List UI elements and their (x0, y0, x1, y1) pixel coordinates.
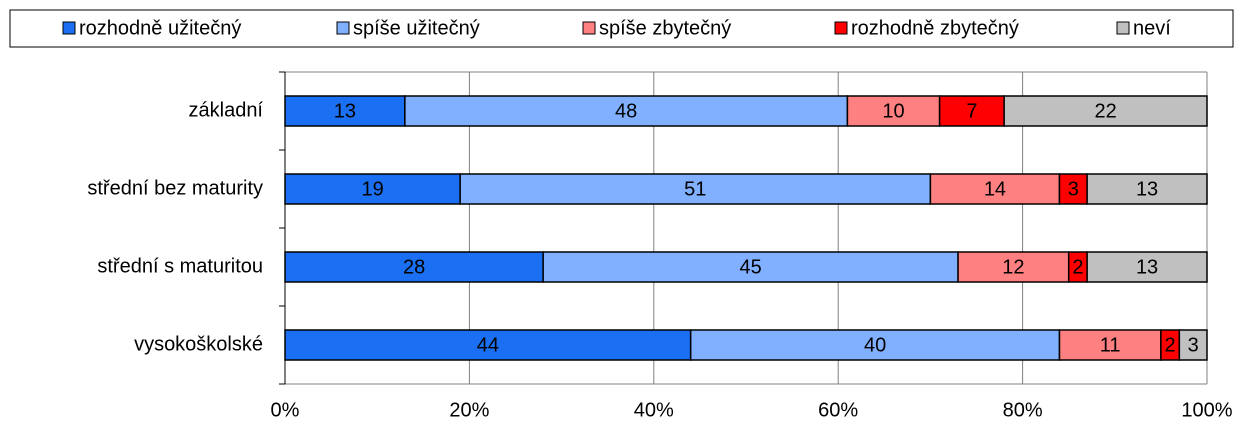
value-label: 2 (1165, 334, 1176, 356)
legend-swatch (582, 21, 596, 35)
value-label: 12 (1002, 256, 1024, 278)
value-label: 28 (403, 256, 425, 278)
bar-segment (284, 251, 544, 283)
value-label: 22 (1094, 100, 1116, 122)
x-tick-label: 0% (271, 399, 300, 421)
legend-label: spíše užitečný (353, 17, 480, 39)
value-label: 14 (984, 178, 1006, 200)
legend-swatch (62, 21, 76, 35)
value-label: 48 (615, 100, 637, 122)
legend-label: neví (1133, 17, 1171, 39)
value-label: 3 (1188, 334, 1199, 356)
y-tick-label: vysokoškolské (134, 333, 263, 355)
bar-segment (1003, 95, 1208, 127)
value-label: 44 (477, 334, 499, 356)
bar-segment (1086, 173, 1208, 205)
y-tick-label: základní (189, 99, 264, 121)
value-label: 40 (864, 334, 886, 356)
legend-box (9, 9, 1234, 48)
x-tick-label: 60% (818, 399, 858, 421)
bar-segment (1086, 251, 1208, 283)
value-label: 3 (1068, 178, 1079, 200)
value-label: 7 (966, 100, 977, 122)
legend-label: rozhodně užitečný (79, 17, 241, 39)
value-label: 51 (684, 178, 706, 200)
value-label: 11 (1100, 334, 1121, 356)
bar-segment (689, 329, 1061, 361)
value-label: 45 (739, 256, 761, 278)
value-label: 13 (1136, 178, 1158, 200)
bar-segment (1058, 329, 1162, 361)
bar-segment (284, 173, 461, 205)
legend-swatch (1116, 21, 1130, 35)
legend-label: rozhodně zbytečný (851, 17, 1019, 39)
value-label: 2 (1072, 256, 1083, 278)
bar-segment (542, 251, 959, 283)
bar-segment (957, 251, 1070, 283)
bar-segment (284, 329, 692, 361)
bar-segment (1178, 329, 1208, 361)
legend-label: spíše zbytečný (599, 17, 731, 39)
legend-swatch (336, 21, 350, 35)
y-tick-label: střední bez maturity (87, 177, 263, 199)
legend-swatch (834, 21, 848, 35)
x-tick-label: 80% (1003, 399, 1043, 421)
x-tick-label: 100% (1181, 399, 1232, 421)
x-tick-label: 20% (449, 399, 489, 421)
bar-segment (459, 173, 932, 205)
y-tick-label: střední s maturitou (97, 255, 263, 277)
x-tick-label: 40% (634, 399, 674, 421)
value-label: 19 (361, 178, 383, 200)
value-label: 13 (334, 100, 356, 122)
value-label: 13 (1136, 256, 1158, 278)
value-label: 10 (882, 100, 904, 122)
